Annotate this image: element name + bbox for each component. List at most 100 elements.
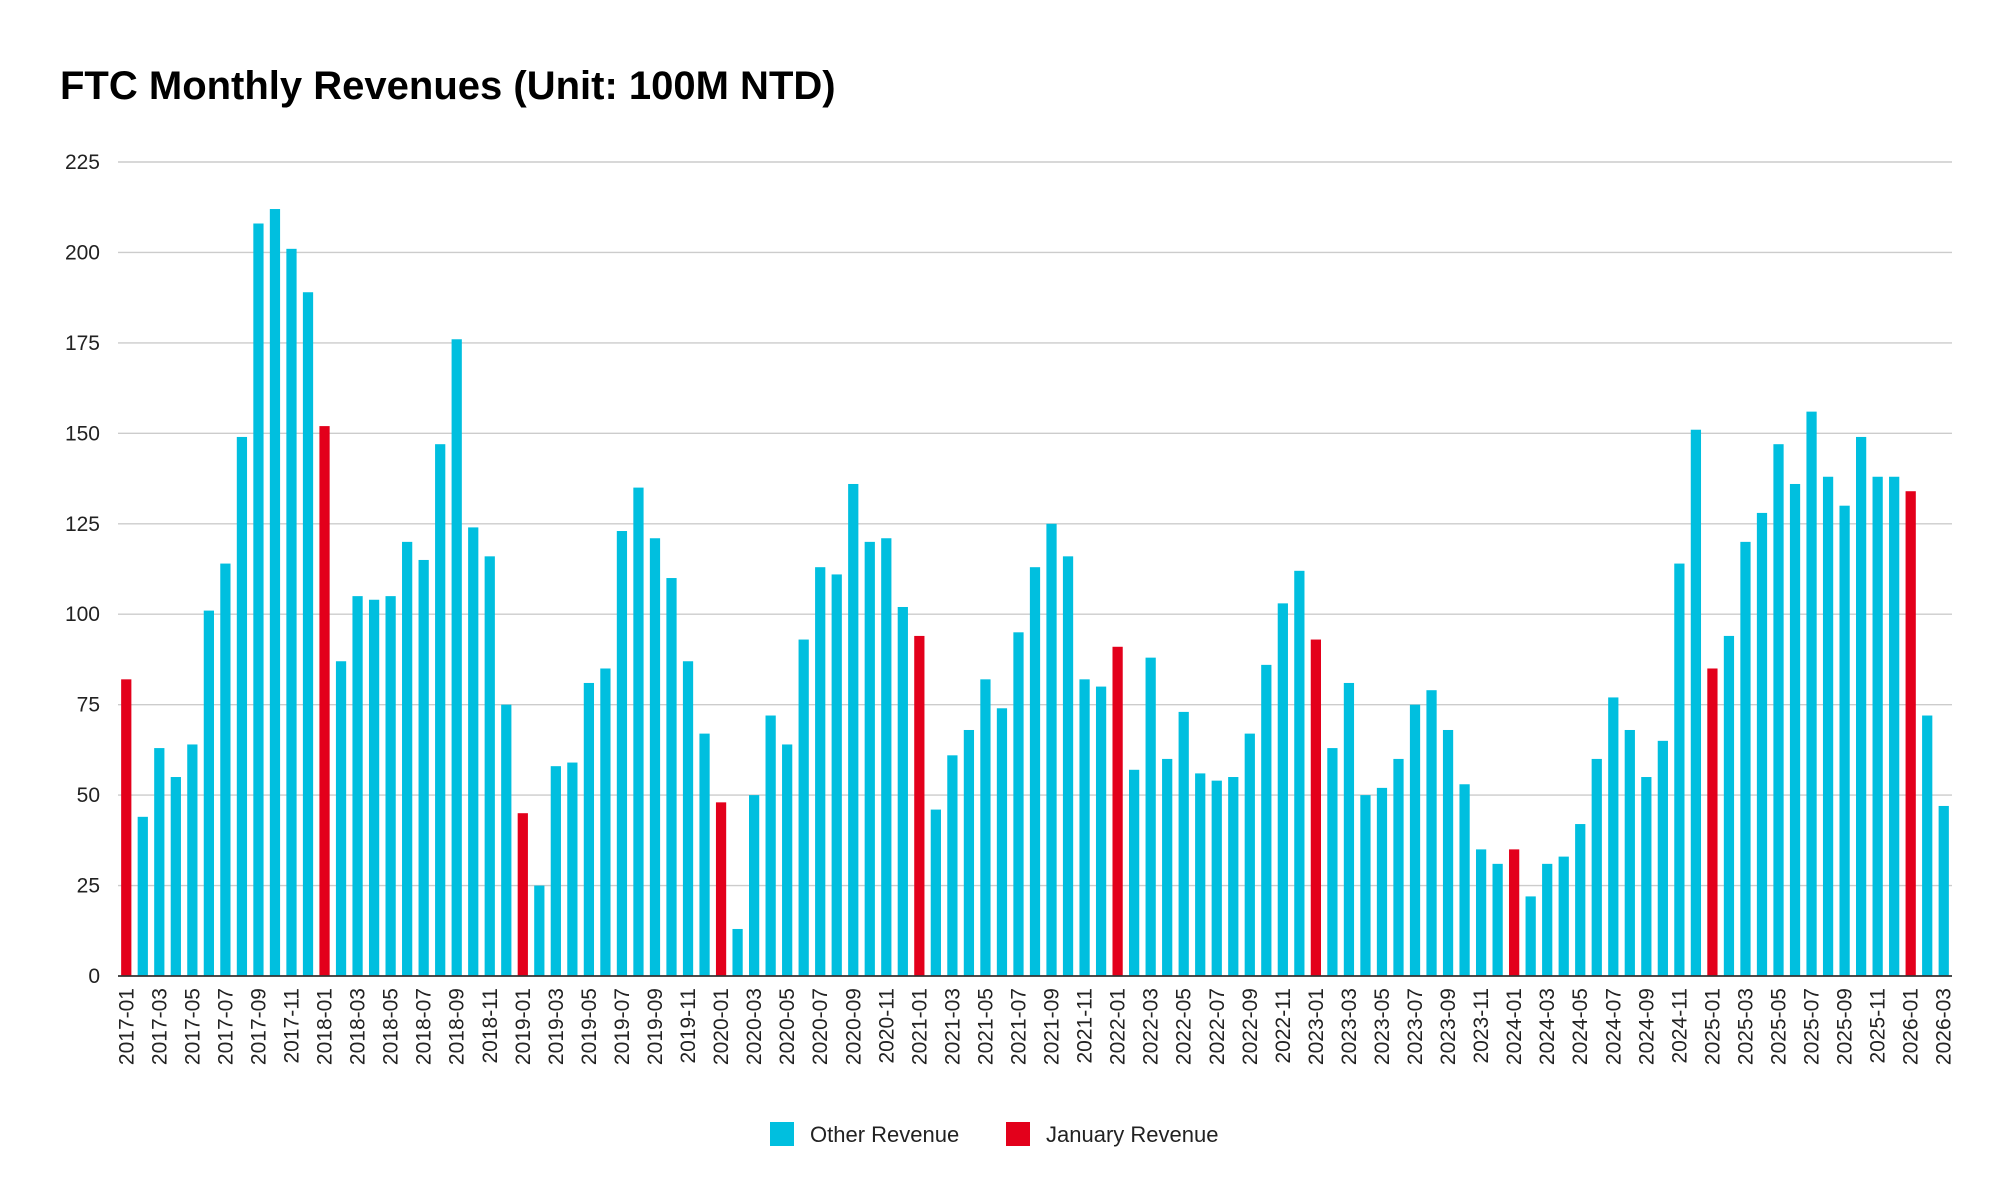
- x-tick-label: 2025-07: [1801, 988, 1824, 1065]
- bar-january: [319, 426, 329, 976]
- bar-other: [567, 763, 577, 976]
- x-tick-label: 2019-11: [677, 988, 700, 1064]
- bar-other: [1641, 777, 1651, 976]
- bar-other: [1013, 632, 1023, 976]
- bar-other: [1096, 687, 1106, 976]
- x-tick-label: 2021-09: [1041, 988, 1064, 1065]
- bar-other: [749, 795, 759, 976]
- bar-other: [1806, 412, 1816, 976]
- x-tick-label: 2018-05: [380, 988, 403, 1065]
- bar-other: [782, 744, 792, 976]
- bar-other: [1559, 857, 1569, 976]
- x-tick-label: 2020-11: [875, 988, 898, 1064]
- bar-other: [1063, 556, 1073, 976]
- x-tick-label: 2019-03: [545, 988, 568, 1065]
- bar-other: [1426, 690, 1436, 976]
- bar-other: [1856, 437, 1866, 976]
- bar-other: [1377, 788, 1387, 976]
- bar-other: [1360, 795, 1370, 976]
- x-tick-label: 2018-11: [479, 988, 502, 1064]
- bar-other: [253, 224, 263, 977]
- bar-other: [633, 488, 643, 976]
- x-tick-label: 2018-07: [413, 988, 436, 1065]
- bar-other: [931, 810, 941, 976]
- bar-other: [154, 748, 164, 976]
- x-tick-label: 2021-05: [974, 988, 997, 1065]
- bar-other: [1344, 683, 1354, 976]
- bar-january: [716, 802, 726, 976]
- bar-other: [997, 708, 1007, 976]
- x-axis-ticks: 2017-012017-032017-052017-072017-092017-…: [115, 988, 1955, 1065]
- bar-other: [1740, 542, 1750, 976]
- bar-other: [683, 661, 693, 976]
- bar-other: [286, 249, 296, 976]
- bar-other: [1129, 770, 1139, 976]
- x-tick-label: 2017-03: [148, 988, 171, 1065]
- bar-other: [1393, 759, 1403, 976]
- bar-other: [386, 596, 396, 976]
- bar-other: [1839, 506, 1849, 976]
- bar-other: [336, 661, 346, 976]
- bar-other: [1162, 759, 1172, 976]
- bar-other: [1526, 896, 1536, 976]
- bar-other: [1179, 712, 1189, 976]
- bar-other: [1691, 430, 1701, 976]
- bar-other: [534, 886, 544, 976]
- x-tick-label: 2025-05: [1768, 988, 1791, 1065]
- bar-other: [452, 339, 462, 976]
- bar-january: [1112, 647, 1122, 976]
- bar-other: [1476, 849, 1486, 976]
- bar-other: [650, 538, 660, 976]
- bar-other: [1575, 824, 1585, 976]
- x-tick-label: 2026-03: [1933, 988, 1956, 1065]
- bar-other: [204, 611, 214, 976]
- bar-other: [865, 542, 875, 976]
- bar-other: [1658, 741, 1668, 976]
- x-tick-label: 2020-03: [743, 988, 766, 1065]
- bar-other: [1790, 484, 1800, 976]
- bar-other: [1939, 806, 1949, 976]
- bar-other: [1294, 571, 1304, 976]
- x-tick-label: 2019-09: [644, 988, 667, 1065]
- x-tick-label: 2017-09: [247, 988, 270, 1065]
- legend-label: Other Revenue: [810, 1122, 959, 1147]
- bar-january: [121, 679, 131, 976]
- x-tick-label: 2018-01: [314, 988, 337, 1065]
- bar-other: [303, 292, 313, 976]
- bars: [121, 209, 1949, 976]
- bar-other: [980, 679, 990, 976]
- bar-other: [138, 817, 148, 976]
- bar-other: [1592, 759, 1602, 976]
- y-tick-label: 100: [65, 603, 100, 626]
- bar-other: [369, 600, 379, 976]
- x-tick-label: 2017-07: [214, 988, 237, 1065]
- bar-other: [1889, 477, 1899, 976]
- bar-other: [1443, 730, 1453, 976]
- bar-january: [914, 636, 924, 976]
- bar-other: [1195, 773, 1205, 976]
- bar-other: [1608, 697, 1618, 976]
- legend-swatch: [770, 1122, 794, 1146]
- bar-january: [518, 813, 528, 976]
- bar-other: [699, 734, 709, 976]
- x-tick-label: 2023-03: [1338, 988, 1361, 1065]
- bar-other: [501, 705, 511, 976]
- y-axis-ticks: 0255075100125150175200225: [65, 151, 100, 988]
- bar-other: [220, 564, 230, 976]
- x-tick-label: 2023-01: [1305, 988, 1328, 1065]
- bar-january: [1509, 849, 1519, 976]
- bar-other: [237, 437, 247, 976]
- x-tick-label: 2017-11: [280, 988, 303, 1064]
- x-tick-label: 2019-01: [512, 988, 535, 1065]
- y-tick-label: 150: [65, 422, 100, 445]
- bar-other: [187, 744, 197, 976]
- bar-other: [815, 567, 825, 976]
- y-tick-label: 25: [77, 875, 100, 898]
- bar-other: [732, 929, 742, 976]
- x-tick-label: 2021-03: [941, 988, 964, 1065]
- x-tick-label: 2021-07: [1007, 988, 1030, 1065]
- x-tick-label: 2020-07: [809, 988, 832, 1065]
- bar-other: [1327, 748, 1337, 976]
- x-tick-label: 2018-03: [347, 988, 370, 1065]
